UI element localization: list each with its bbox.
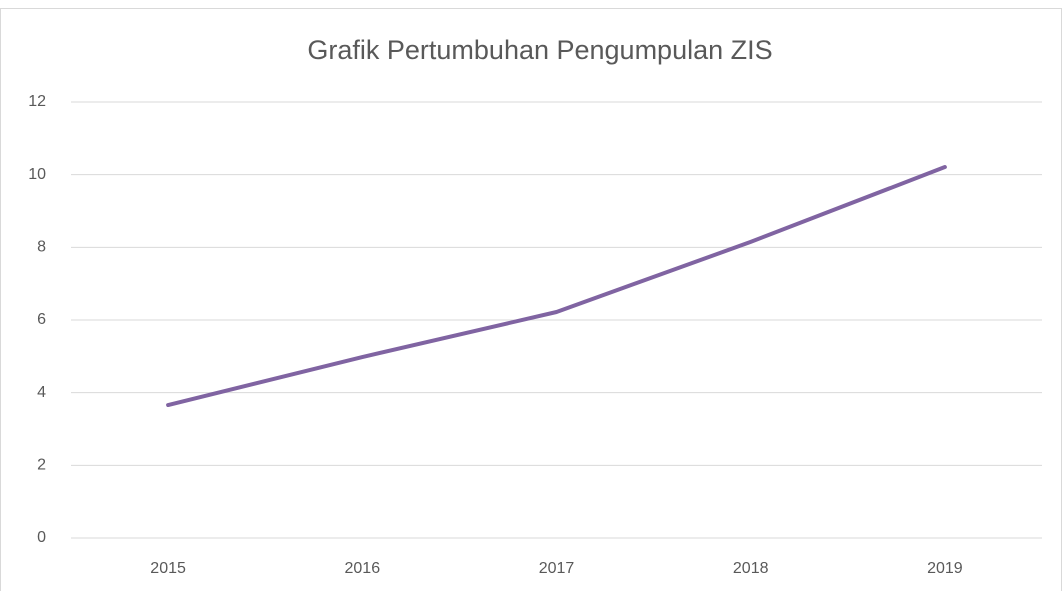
y-tick-label: 12 <box>28 93 46 110</box>
y-tick-label: 2 <box>37 457 46 474</box>
y-tick-label: 10 <box>28 166 46 183</box>
y-tick-label: 4 <box>37 384 46 401</box>
x-tick-label: 2019 <box>927 560 963 577</box>
chart-frame <box>0 8 1062 591</box>
x-tick-label: 2016 <box>345 560 381 577</box>
x-tick-label: 2015 <box>150 560 186 577</box>
x-tick-label: 2017 <box>539 560 575 577</box>
data-line <box>166 165 947 408</box>
y-tick-label: 6 <box>37 311 46 328</box>
y-tick-label: 0 <box>37 529 46 546</box>
y-tick-label: 8 <box>37 239 46 256</box>
x-tick-label: 2018 <box>733 560 769 577</box>
chart-title: Grafik Pertumbuhan Pengumpulan ZIS <box>307 35 772 65</box>
